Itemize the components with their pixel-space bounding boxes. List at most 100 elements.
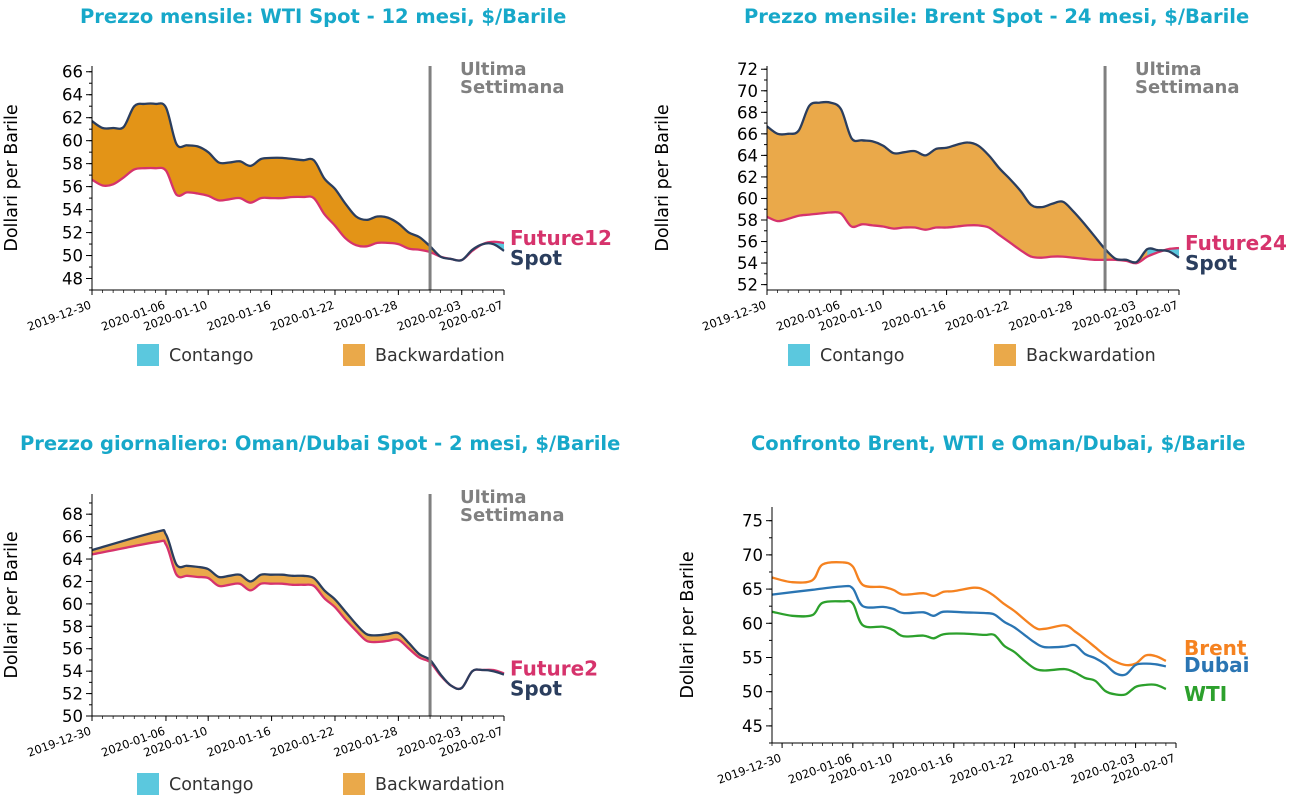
y-tick-label: 70	[737, 82, 758, 101]
x-tick-label: 2019-12-30	[716, 751, 784, 787]
backwardation-area	[767, 101, 1179, 264]
y-tick-label: 75	[742, 512, 763, 531]
x-tick-label: 2020-01-16	[205, 724, 273, 760]
series-line-future2	[91, 539, 505, 691]
y-tick-label: 58	[62, 617, 83, 636]
marker-label: Ultima	[460, 487, 526, 508]
chart-panel-wti: Prezzo mensile: WTI Spot - 12 mesi, $/Ba…	[0, 0, 651, 400]
y-tick-label: 72	[737, 60, 758, 79]
y-tick-label: 68	[62, 505, 83, 524]
y-tick-label: 70	[742, 546, 763, 565]
y-tick-label: 50	[62, 707, 83, 726]
y-axis-label: Dollari per Barile	[678, 551, 698, 698]
x-tick-label: 2020-01-16	[880, 298, 948, 334]
y-tick-label: 48	[62, 270, 83, 289]
legend-swatch	[137, 773, 159, 795]
legend-label: Contango	[820, 346, 905, 366]
series-line-spot	[766, 100, 1180, 264]
x-tick-label: 2020-01-22	[948, 751, 1016, 787]
legend-label: Backwardation	[1026, 346, 1156, 366]
series-label: Dubai	[1184, 653, 1250, 677]
x-tick-label: 2020-01-28	[1008, 751, 1076, 787]
y-tick-label: 65	[742, 580, 763, 599]
x-tick-label: 2020-01-16	[205, 298, 273, 334]
series-label: Spot	[510, 246, 562, 270]
chart-title: Prezzo giornaliero: Oman/Dubai Spot - 2 …	[20, 432, 621, 455]
x-tick-label: 2020-01-22	[943, 298, 1011, 334]
y-tick-label: 60	[62, 595, 83, 614]
legend-label: Contango	[169, 346, 254, 366]
legend-swatch	[994, 344, 1016, 366]
y-tick-label: 62	[62, 572, 83, 591]
y-tick-label: 60	[737, 189, 758, 208]
marker-label: Settimana	[1135, 77, 1239, 98]
legend-swatch	[137, 344, 159, 366]
legend-label: Contango	[169, 775, 254, 795]
series-line-future12	[91, 166, 505, 262]
plot-area	[771, 560, 1167, 697]
legend-swatch	[343, 344, 365, 366]
series-label: Spot	[1185, 251, 1237, 275]
y-axis-label: Dollari per Barile	[2, 531, 22, 678]
series-line-spot	[91, 529, 505, 691]
series-label: Brent	[1184, 636, 1247, 660]
series-line-future24	[766, 210, 1180, 265]
backwardation-area	[92, 103, 504, 261]
legend-swatch	[343, 773, 365, 795]
backwardation-area	[92, 530, 504, 689]
y-tick-label: 68	[737, 103, 758, 122]
chart-panel-brent: Prezzo mensile: Brent Spot - 24 mesi, $/…	[651, 0, 1302, 400]
y-tick-label: 56	[62, 178, 83, 197]
y-tick-label: 55	[742, 648, 763, 667]
marker-label: Settimana	[460, 77, 564, 98]
y-tick-label: 56	[737, 233, 758, 252]
series-label: Future12	[510, 226, 612, 250]
series-line-brent	[771, 560, 1167, 667]
y-tick-label: 60	[62, 132, 83, 151]
y-tick-label: 50	[742, 683, 763, 702]
marker-label: Ultima	[1135, 59, 1201, 80]
chart-title: Prezzo mensile: WTI Spot - 12 mesi, $/Ba…	[80, 5, 567, 28]
x-tick-label: 2020-01-22	[268, 298, 336, 334]
plot-area	[91, 102, 505, 262]
legend-label: Backwardation	[375, 346, 505, 366]
series-label: Spot	[510, 676, 562, 700]
series-line-dubai	[771, 584, 1167, 677]
y-tick-label: 64	[737, 146, 758, 165]
y-tick-label: 45	[742, 717, 763, 736]
y-tick-label: 66	[62, 528, 83, 547]
y-tick-label: 62	[737, 168, 758, 187]
plot-area	[766, 100, 1180, 265]
x-tick-label: 2019-12-30	[25, 298, 93, 334]
y-tick-label: 58	[62, 155, 83, 174]
y-tick-label: 54	[62, 201, 83, 220]
series-label: Future2	[510, 656, 598, 680]
y-tick-label: 60	[742, 614, 763, 633]
y-axis-label: Dollari per Barile	[653, 104, 673, 251]
chart-title: Prezzo mensile: Brent Spot - 24 mesi, $/…	[744, 5, 1250, 28]
y-axis-label: Dollari per Barile	[2, 104, 22, 251]
x-tick-label: 2019-12-30	[25, 724, 93, 760]
y-tick-label: 50	[62, 247, 83, 266]
y-tick-label: 64	[62, 86, 83, 105]
y-tick-label: 58	[737, 211, 758, 230]
x-tick-label: 2020-01-28	[1007, 298, 1075, 334]
legend-label: Backwardation	[375, 775, 505, 795]
y-tick-label: 62	[62, 109, 83, 128]
series-label: Future24	[1185, 231, 1287, 255]
series-line-wti	[771, 599, 1167, 697]
y-tick-label: 54	[737, 254, 758, 273]
marker-label: Ultima	[460, 59, 526, 80]
marker-label: Settimana	[460, 505, 564, 526]
y-tick-label: 52	[62, 685, 83, 704]
y-tick-label: 66	[737, 125, 758, 144]
y-tick-label: 54	[62, 662, 83, 681]
y-tick-label: 64	[62, 550, 83, 569]
y-tick-label: 52	[737, 276, 758, 295]
y-tick-label: 56	[62, 640, 83, 659]
x-tick-label: 2020-01-28	[332, 724, 400, 760]
